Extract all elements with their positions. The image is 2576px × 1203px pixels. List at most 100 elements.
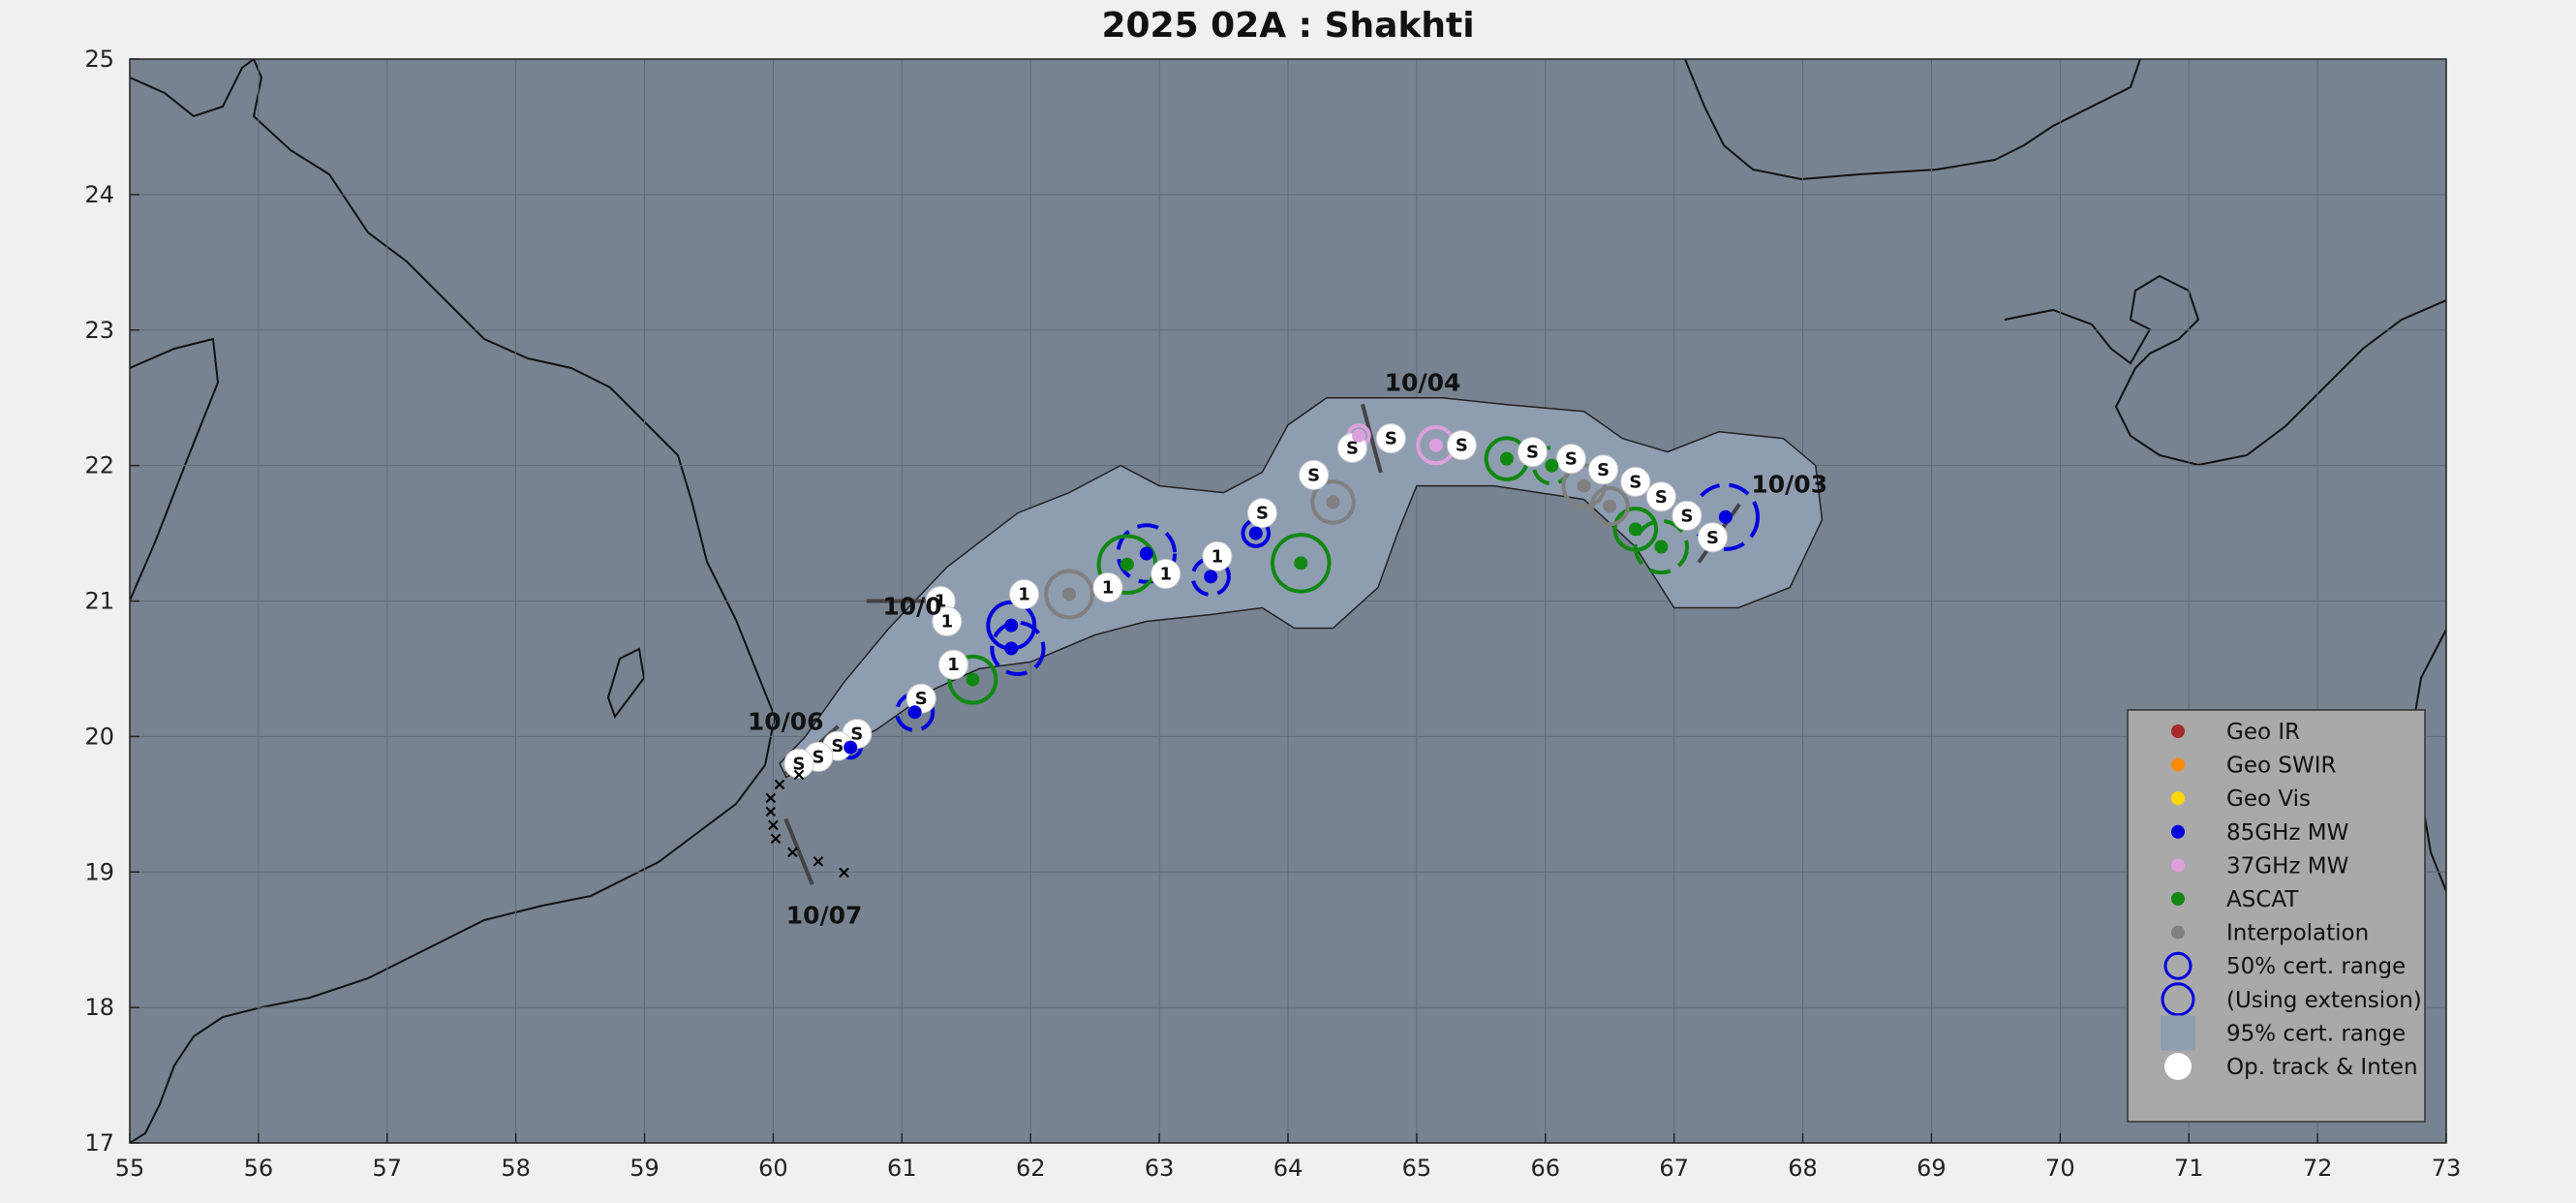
op-track-point — [1150, 559, 1181, 590]
legend-label: Interpolation — [2226, 921, 2369, 946]
legend-label: Geo Vis — [2226, 787, 2311, 812]
legend-marker-dot — [2171, 791, 2185, 806]
op-track-intensity: 1 — [935, 592, 947, 612]
legend-label: 37GHz MW — [2226, 853, 2348, 879]
fix-point-ascat — [1654, 540, 1669, 554]
op-track-point — [1202, 540, 1233, 571]
certainty-ring-mw85 — [1190, 556, 1231, 597]
certainty-ring-mw85 — [1116, 523, 1178, 584]
y-tick-label: 20 — [84, 723, 114, 750]
fix-point-mw37 — [1352, 428, 1366, 443]
legend-marker-dot — [2171, 858, 2185, 873]
india-coast — [2004, 59, 2446, 467]
y-tick-label: 24 — [84, 181, 114, 208]
y-tick-label: 22 — [84, 452, 114, 479]
fix-point-mw37 — [1428, 438, 1443, 452]
fix-point-mw85 — [1139, 546, 1153, 561]
fix-points — [843, 428, 1733, 755]
op-track-point — [1698, 522, 1729, 553]
fix-point-ascat — [1119, 557, 1134, 571]
forecast-x-mark: × — [766, 815, 781, 835]
op-track-intensity: S — [1456, 436, 1468, 456]
island — [606, 647, 646, 720]
x-tick-label: 63 — [1145, 1155, 1175, 1182]
legend-marker-dot — [2171, 925, 2185, 940]
iran-pakistan-coast — [1684, 59, 2025, 181]
x-tick-label: 56 — [244, 1155, 274, 1182]
forecast-x-marks: ××××××× ×× — [763, 765, 851, 883]
fix-point-interp — [1326, 495, 1340, 509]
op-track-intensity: S — [1597, 460, 1610, 480]
date-label: 10/06 — [748, 707, 824, 735]
y-tick-label: 19 — [84, 858, 114, 885]
y-tick-label: 25 — [84, 46, 114, 73]
x-tick-label: 58 — [501, 1155, 531, 1182]
certainty-ring-mw85 — [895, 692, 935, 732]
x-tick-label: 73 — [2432, 1155, 2462, 1182]
fix-point-interp — [1603, 499, 1617, 513]
op-track-intensity: S — [915, 689, 928, 709]
forecast-x-mark: × — [763, 787, 778, 808]
certainty-ring-interp — [1589, 485, 1630, 527]
y-tick-label: 23 — [84, 317, 114, 344]
y-tick-label: 18 — [84, 994, 114, 1021]
op-track-intensity: S — [1526, 443, 1539, 463]
certainty-ring-interp — [1044, 569, 1095, 620]
legend-marker-ring-large — [2161, 982, 2195, 1017]
certainty-ring-interp — [1310, 479, 1356, 525]
fix-point-mw85 — [907, 705, 922, 720]
fix-point-interp — [1062, 587, 1077, 602]
legend-label: ASCAT — [2226, 887, 2299, 912]
legend-marker-white — [2164, 1053, 2192, 1080]
op-track-intensity: S — [1385, 429, 1397, 449]
date-label: 10/07 — [786, 901, 863, 929]
date-labels: 10/03 10/04 10/0 10/06 10/07 — [748, 369, 1827, 930]
op-track-point — [932, 605, 963, 636]
op-track-point — [783, 748, 814, 779]
fix-point-mw85 — [1004, 618, 1019, 632]
x-tick-label: 69 — [1917, 1155, 1947, 1182]
legend-marker-dot — [2171, 824, 2185, 839]
op-track-intensity: S — [812, 747, 824, 767]
legend-marker-square — [2161, 1015, 2195, 1051]
fix-point-ascat — [1628, 522, 1642, 537]
fix-point-mw85 — [1718, 509, 1733, 524]
arabian-peninsula-coast — [130, 59, 777, 1143]
op-track-intensity: S — [1655, 487, 1668, 508]
fix-point-mw85 — [1248, 526, 1263, 540]
certainty-ring-mw85 — [990, 620, 1046, 677]
op-track-intensity: S — [1256, 504, 1269, 524]
op-track-intensity: 1 — [1018, 585, 1030, 605]
legend-label: 85GHz MW — [2226, 820, 2348, 846]
x-tick-label: 67 — [1659, 1155, 1689, 1182]
op-track-intensity: 1 — [1102, 578, 1115, 599]
op-track-intensity: S — [1706, 528, 1719, 548]
op-track-point — [1645, 481, 1676, 512]
date-label: 10/03 — [1751, 471, 1827, 499]
op-track-point — [1517, 437, 1548, 468]
fix-point-mw85 — [1004, 641, 1019, 656]
x-tick-label: 57 — [373, 1155, 403, 1182]
certainty-ring-ascat — [1633, 518, 1689, 575]
fix-point-ascat — [966, 672, 980, 687]
x-tick-label: 61 — [887, 1155, 917, 1182]
op-track-intensity: 1 — [1211, 546, 1224, 567]
date-label: 10/04 — [1385, 369, 1461, 397]
op-track-point — [1375, 423, 1406, 454]
coastline-map — [130, 59, 2446, 1143]
op-track-intensity: S — [850, 725, 863, 745]
certainty-ring-ascat — [1271, 533, 1332, 594]
op-track-point — [1671, 500, 1702, 531]
y-tick-label: 17 — [84, 1129, 114, 1157]
x-tick-label: 68 — [1788, 1155, 1818, 1182]
op-track-intensity: 1 — [947, 655, 960, 675]
op-track-intensity: S — [1346, 438, 1359, 458]
legend-label: (Using extension) — [2226, 988, 2422, 1013]
op-track-point — [1620, 466, 1651, 497]
x-tick-label: 64 — [1273, 1155, 1303, 1182]
forecast-x-mark: × — [811, 851, 825, 872]
op-track-intensity: 1 — [941, 611, 954, 632]
x-tick-label: 71 — [2174, 1155, 2204, 1182]
